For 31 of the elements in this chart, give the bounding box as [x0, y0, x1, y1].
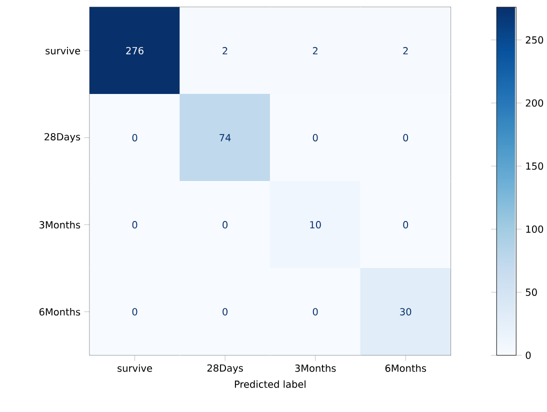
- data-label: 276: [126, 47, 144, 54]
- data-label: 0: [222, 221, 228, 229]
- data-label: 0: [403, 221, 408, 229]
- x-tick-label: 6Months: [385, 364, 426, 372]
- color-bar-label: 200: [526, 99, 544, 107]
- y-tick-label: survive: [46, 47, 80, 55]
- data-label: 0: [132, 134, 138, 142]
- data-label: 0: [222, 308, 228, 316]
- x-tick-label: 3Months: [295, 364, 336, 372]
- color-bar-label: 50: [526, 288, 537, 296]
- y-tick-label: 3Months: [40, 221, 80, 229]
- data-label: 0: [132, 221, 138, 229]
- y-tick-label: 6Months: [39, 308, 80, 316]
- x-axis-title: Predicted label: [234, 380, 306, 388]
- data-label: 10: [310, 221, 321, 229]
- data-label: 2: [312, 47, 318, 54]
- y-tick-label: 28Days: [44, 133, 80, 142]
- color-bar-label: 250: [526, 36, 544, 44]
- color-bar-label: 100: [526, 226, 544, 233]
- x-tick-label: survive: [118, 364, 152, 372]
- data-label: 2: [222, 47, 228, 54]
- color-bar-label: 150: [526, 162, 544, 170]
- data-label: 0: [403, 134, 408, 142]
- x-tick-label: 28Days: [207, 364, 243, 374]
- data-label: 30: [400, 308, 412, 316]
- data-label: 0: [312, 308, 318, 316]
- data-label: 2: [403, 47, 408, 54]
- data-label: 74: [220, 134, 231, 142]
- data-label: 0: [132, 308, 138, 316]
- color-bar-label: 0: [526, 352, 531, 360]
- data-label: 0: [312, 134, 318, 142]
